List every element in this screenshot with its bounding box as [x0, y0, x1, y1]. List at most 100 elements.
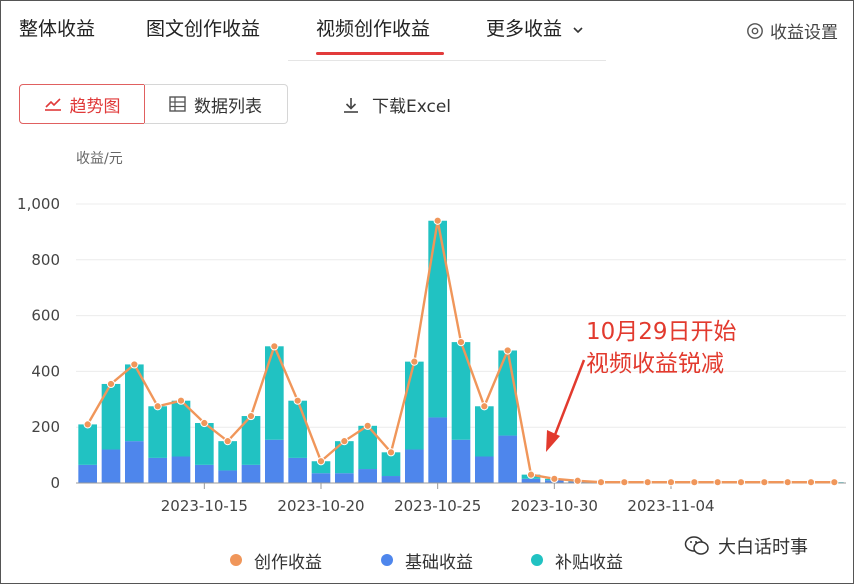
point-creation — [153, 402, 162, 411]
trend-view-button[interactable]: 趋势图 — [19, 84, 145, 124]
point-creation — [666, 478, 676, 487]
bar-basic — [311, 473, 331, 483]
bar-basic — [475, 456, 494, 483]
tab-more[interactable]: 更多收益 — [486, 14, 584, 41]
settings-icon — [747, 22, 763, 39]
point-creation — [830, 478, 839, 487]
point-creation — [713, 478, 722, 487]
point-creation — [643, 478, 652, 487]
point-creation — [83, 420, 92, 429]
list-view-button[interactable]: 数据列表 — [144, 84, 288, 124]
tab-divider — [288, 60, 606, 61]
legend-dot-subsidy — [531, 554, 543, 566]
annotation-arrow-shaft — [551, 359, 586, 441]
point-creation — [620, 478, 629, 487]
bar-subsidy — [381, 452, 401, 477]
point-creation — [456, 338, 466, 347]
point-creation — [596, 478, 606, 487]
x-tick-label: 2023-11-04 — [627, 497, 714, 515]
bar-basic — [288, 457, 307, 483]
bar-subsidy — [428, 220, 447, 418]
chevron-down-icon — [573, 26, 583, 33]
bar-subsidy — [78, 424, 97, 465]
bar-basic — [265, 439, 284, 483]
tab-article[interactable]: 图文创作收益 — [146, 18, 261, 40]
bar-subsidy — [265, 346, 284, 440]
tab-more-label: 更多收益 — [486, 18, 563, 40]
tab-video[interactable]: 视频创作收益 — [316, 18, 431, 40]
point-creation — [503, 346, 512, 355]
legend-item-subsidy[interactable]: 补贴收益 — [531, 548, 623, 573]
bar-basic — [428, 417, 447, 483]
legend-dot-basic — [381, 554, 393, 566]
point-creation — [223, 437, 232, 446]
tab-overall[interactable]: 整体收益 — [19, 18, 96, 40]
settings-button[interactable]: 收益设置 — [746, 18, 838, 43]
x-tick-label: 2023-10-30 — [511, 497, 598, 515]
bar-basic — [381, 476, 401, 483]
annotation-text: 10月29日开始 视频收益锐减 — [586, 316, 737, 380]
tab-bar: 整体收益 图文创作收益 视频创作收益 更多收益 收益设置 — [0, 0, 854, 62]
bar-subsidy — [311, 461, 331, 474]
point-creation — [806, 478, 816, 487]
bar-basic — [171, 456, 191, 483]
bar-basic — [148, 457, 167, 483]
annotation-arrow-head — [546, 430, 560, 452]
watermark-label: 大白话时事 — [718, 537, 808, 558]
x-tick-label: 2023-10-15 — [161, 497, 248, 515]
trend-chart-icon — [44, 98, 61, 111]
legend-item-creation[interactable]: 创作收益 — [230, 548, 322, 573]
legend-dot-creation — [230, 554, 242, 566]
download-icon — [344, 97, 358, 113]
point-creation — [480, 402, 489, 411]
bar-subsidy — [405, 361, 424, 450]
bar-subsidy — [451, 342, 471, 440]
point-creation — [200, 418, 209, 428]
y-tick-label: 600 — [31, 307, 60, 325]
point-creation — [176, 396, 186, 405]
point-creation — [130, 360, 139, 369]
bar-basic — [451, 439, 471, 483]
active-tab-indicator — [316, 52, 444, 55]
point-creation — [386, 448, 396, 457]
legend-item-basic[interactable]: 基础收益 — [381, 548, 473, 573]
bar-subsidy — [358, 425, 377, 470]
point-creation — [573, 476, 582, 485]
trend-view-label: 趋势图 — [69, 96, 121, 117]
bar-basic — [101, 449, 121, 483]
point-creation — [433, 216, 442, 225]
bar-basic — [521, 478, 541, 483]
revenue-chart: 收益/元 0 200 400 600 800 1,000 2023-10-15 2023-10-… — [17, 151, 846, 515]
bar-basic — [125, 441, 144, 483]
bar-subsidy — [241, 416, 261, 465]
x-tick-label: 2023-10-20 — [277, 497, 364, 515]
point-creation — [293, 396, 302, 405]
settings-label: 收益设置 — [770, 23, 838, 43]
point-creation — [736, 478, 746, 487]
bar-subsidy — [475, 406, 494, 457]
y-tick-label: 1,000 — [17, 195, 60, 213]
point-creation — [526, 470, 536, 479]
point-creation — [246, 411, 256, 421]
bar-subsidy — [125, 364, 144, 442]
bar-subsidy — [171, 400, 191, 457]
bar-basic — [218, 470, 237, 483]
download-excel-button[interactable]: 下载Excel — [342, 92, 451, 117]
bar-basic — [498, 435, 517, 483]
legend-label-creation: 创作收益 — [254, 552, 322, 573]
point-creation — [340, 437, 349, 446]
watermark: 大白话时事 — [684, 533, 808, 559]
bar-basic — [405, 449, 424, 483]
bar-subsidy — [288, 400, 307, 458]
annotation-line-2: 视频收益锐减 — [586, 351, 724, 377]
legend-label-subsidy: 补贴收益 — [555, 552, 623, 573]
table-icon — [169, 96, 186, 112]
bar-basic — [78, 464, 97, 483]
point-creation — [760, 478, 769, 487]
point-creation — [690, 478, 699, 487]
download-label: 下载Excel — [372, 97, 452, 117]
bar-basic — [241, 464, 261, 483]
wechat-icon — [684, 536, 709, 555]
bar-subsidy — [335, 441, 354, 474]
bar-subsidy — [218, 441, 237, 471]
